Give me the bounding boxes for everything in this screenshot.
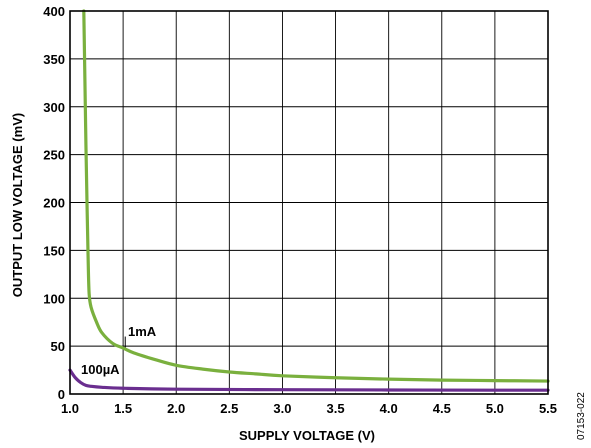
x-tick-label: 3.0 — [273, 401, 291, 416]
y-tick-label: 300 — [43, 100, 65, 115]
y-tick-label: 150 — [43, 243, 65, 258]
x-tick-label: 5.0 — [486, 401, 504, 416]
y-tick-label: 0 — [58, 387, 65, 402]
annotation-1ma: 1mA — [128, 324, 157, 339]
y-tick-label: 50 — [51, 339, 65, 354]
y-tick-label: 400 — [43, 4, 65, 19]
series-line-100a — [68, 368, 550, 392]
y-tick-label: 250 — [43, 148, 65, 163]
x-tick-label: 2.5 — [220, 401, 238, 416]
series-group — [68, 9, 550, 392]
x-axis-title: SUPPLY VOLTAGE (V) — [239, 428, 375, 443]
y-axis-title: OUTPUT LOW VOLTAGE (mV) — [10, 113, 25, 297]
x-tick-label: 4.5 — [433, 401, 451, 416]
y-tick-label: 200 — [43, 196, 65, 211]
x-tick-label: 1.0 — [61, 401, 79, 416]
x-tick-label: 3.5 — [327, 401, 345, 416]
grid — [70, 11, 548, 394]
y-tick-label: 350 — [43, 52, 65, 67]
y-axis-ticks: 0 50 100 150 200 250 300 350 400 — [43, 4, 65, 402]
annotation-100ua: 100µA — [81, 362, 120, 377]
x-axis-ticks: 1.0 1.5 2.0 2.5 3.0 3.5 4.0 4.5 5.0 5.5 — [61, 401, 557, 416]
y-tick-label: 100 — [43, 291, 65, 306]
x-tick-label: 1.5 — [114, 401, 132, 416]
series-line-1ma — [82, 9, 550, 383]
x-tick-label: 5.5 — [539, 401, 557, 416]
plot-frame — [69, 10, 549, 395]
x-tick-label: 4.0 — [380, 401, 398, 416]
figure-id: 07153-022 — [576, 392, 587, 440]
x-tick-label: 2.0 — [167, 401, 185, 416]
